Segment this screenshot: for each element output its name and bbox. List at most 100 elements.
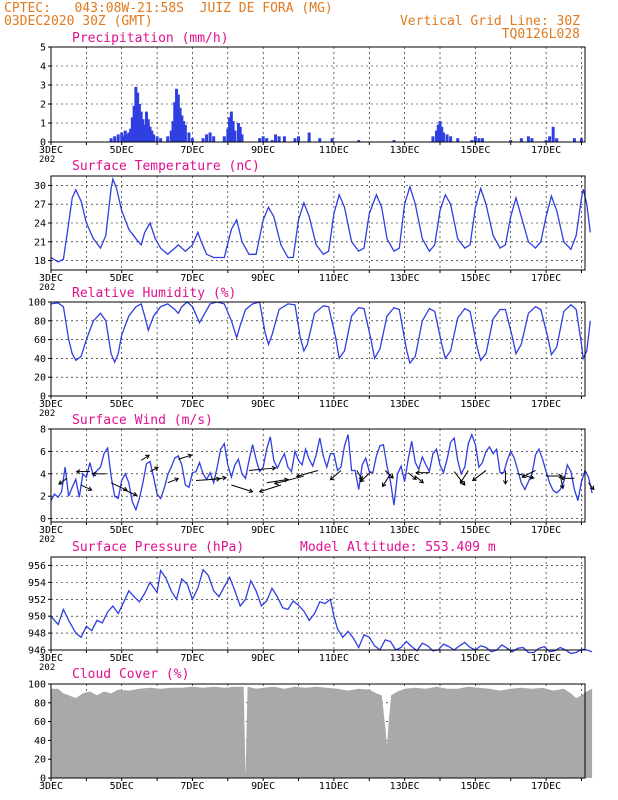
precip-bar — [445, 134, 449, 142]
precip-bar — [434, 130, 438, 142]
panel-wind: Surface Wind (m/s) 0 2 4 6 8 3DEC 5DEC 7DEC 9DEC… — [39, 413, 595, 545]
precip-bar — [212, 136, 216, 142]
x-tick-label: 17DEC — [531, 145, 561, 156]
temperature-title: Surface Temperature (nC) — [72, 159, 260, 174]
wind-vector-head — [153, 466, 159, 472]
wind-vector — [459, 470, 469, 484]
y-tick-label: 80 — [34, 698, 46, 709]
precip-bar — [141, 119, 145, 142]
x-tick-label: 5DEC — [110, 145, 134, 156]
wind-vector — [295, 469, 319, 478]
wind-vector-head — [222, 475, 228, 481]
wind-vector-head — [75, 469, 81, 475]
y-tick-label: 0 — [40, 392, 46, 403]
precip-bar — [282, 136, 286, 142]
wind-vector-shaft — [178, 454, 192, 460]
wind-vector-head — [123, 486, 128, 492]
wind-vector — [231, 484, 254, 494]
wind-vector-shaft — [407, 472, 417, 480]
wind-vector-shaft — [149, 466, 159, 473]
precip-bar — [236, 123, 240, 142]
y-tick-label: 8 — [40, 425, 46, 436]
cloud-cover-area — [51, 686, 593, 778]
x-tick-label: 13DEC — [390, 399, 420, 410]
wind-vector-head — [558, 473, 563, 479]
y-tick-label: 954 — [28, 578, 46, 589]
panel-precipitation: Precipitation (mm/h) 0 1 2 3 4 5 3DEC 5DEC 7DEC 9… — [39, 31, 586, 165]
precip-bar — [143, 124, 147, 142]
precip-bar — [208, 132, 212, 142]
wind-vector-head — [258, 488, 264, 494]
wind-vector — [382, 473, 391, 488]
wind-vector-shaft — [360, 471, 372, 483]
x-tick-label: 13DEC — [390, 145, 420, 156]
precip-bar — [166, 136, 170, 142]
y-tick-label: 2 — [40, 492, 46, 503]
precip-bar — [431, 136, 435, 142]
x-tick-label: 11DEC — [319, 399, 349, 410]
precip-bar — [229, 111, 233, 142]
wind-vector — [359, 471, 372, 483]
y-tick-label: 4 — [40, 469, 46, 480]
wind-vector-head — [382, 482, 387, 488]
y-tick-label: 2 — [40, 100, 46, 111]
wind-vector-shaft — [522, 470, 536, 478]
wind-vector — [140, 454, 150, 461]
x-tick-label: 13DEC — [390, 653, 420, 664]
y-tick-label: 100 — [28, 680, 46, 691]
x-year-fragment: 202 — [39, 663, 55, 673]
x-tick-label: 9DEC — [251, 399, 275, 410]
y-tick-label: 100 — [28, 298, 46, 309]
precip-bar — [134, 86, 138, 142]
precip-bar — [233, 130, 237, 142]
x-year-fragment: 202 — [39, 155, 55, 165]
wind-vector — [453, 471, 466, 486]
x-tick-label: 3DEC — [39, 525, 63, 536]
header-run-time: 03DEC2020 30Z (GMT) — [4, 14, 153, 29]
x-tick-label: 3DEC — [39, 653, 63, 664]
wind-vector-head — [248, 488, 254, 494]
pressure-series-line — [50, 568, 593, 655]
precipitation-plot: 0 1 2 3 4 5 3DEC 5DEC 7DEC 9DEC 11DEC 13DEC 15DEC 17D… — [39, 43, 586, 165]
y-tick-label: 20 — [34, 373, 46, 384]
x-tick-label: 15DEC — [460, 399, 490, 410]
y-tick-label: 24 — [34, 219, 46, 230]
y-tick-label: 40 — [34, 736, 46, 747]
x-tick-label: 13DEC — [390, 525, 420, 536]
precip-bar — [182, 121, 186, 142]
x-tick-label: 17DEC — [531, 525, 561, 536]
wind-vector-shaft — [459, 470, 469, 484]
x-tick-label: 17DEC — [531, 653, 561, 664]
x-tick-label: 7DEC — [180, 653, 204, 664]
x-tick-label: 15DEC — [460, 781, 490, 792]
x-tick-label: 17DEC — [531, 781, 561, 792]
wind-vector-head — [271, 465, 277, 471]
wind-vector-shaft — [248, 467, 276, 471]
wind-vector — [521, 470, 536, 478]
wind-vector — [266, 477, 289, 484]
model-altitude-label: Model Altitude: 553.409 m — [300, 540, 496, 555]
precip-bar — [226, 128, 230, 142]
y-tick-label: 21 — [34, 237, 46, 248]
wind-vector — [58, 477, 68, 485]
precip-bar — [173, 102, 177, 142]
precip-bar — [137, 104, 141, 142]
wind-vector-shaft — [384, 470, 394, 479]
wind-vector-head — [529, 474, 535, 480]
x-tick-label: 9DEC — [251, 273, 275, 284]
x-tick-label: 15DEC — [460, 273, 490, 284]
temperature-series-line — [50, 176, 591, 263]
cloud-cover-plot: 0 20 40 60 80 100 3DEC 5DEC 7DEC 9DEC 11DEC 13DEC 15… — [28, 680, 593, 792]
precip-bar — [519, 138, 523, 142]
panel-pressure: Surface Pressure (hPa) Model Altitude: 5… — [28, 540, 593, 673]
precip-bar — [480, 138, 484, 142]
y-tick-label: 20 — [34, 755, 46, 766]
wind-vector-head — [415, 470, 420, 476]
precip-bar — [456, 138, 460, 142]
y-tick-label: 30 — [34, 181, 46, 192]
precip-bar — [277, 136, 281, 142]
precip-bar — [169, 130, 173, 142]
wind-vector-head — [589, 485, 595, 491]
wind-vector — [471, 470, 487, 482]
plot-frame — [50, 683, 586, 779]
